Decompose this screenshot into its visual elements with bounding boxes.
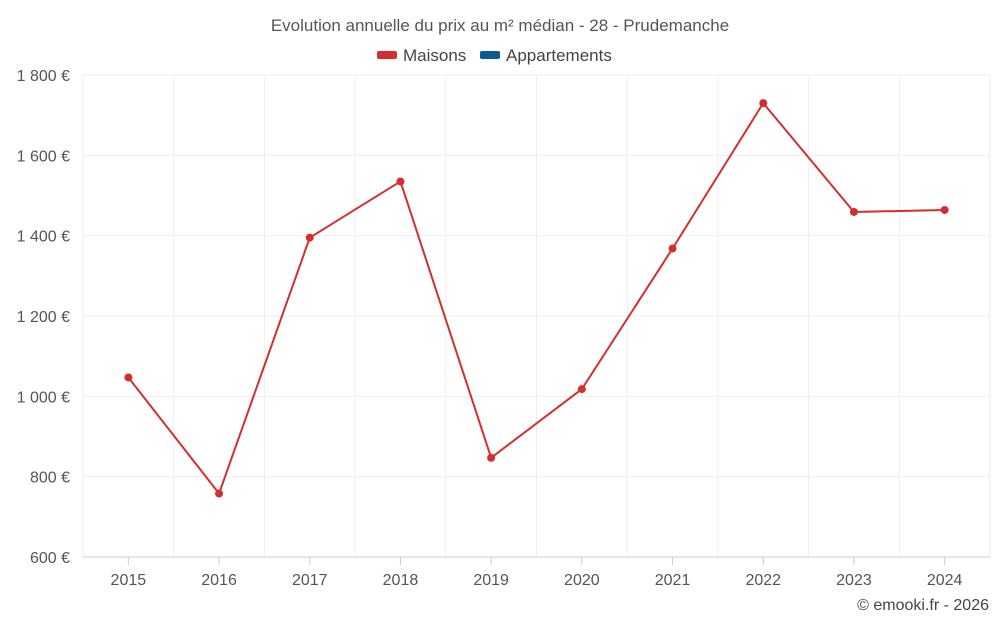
axes: 600 € 800 € 1 000 € 1 200 € 1 400 € 1 600 € 1 …	[17, 68, 990, 589]
series	[124, 99, 949, 498]
data-point-maisons[interactable]	[849, 207, 858, 216]
legend: Maisons Appartements	[377, 46, 612, 65]
data-point-maisons[interactable]	[215, 489, 224, 498]
series-line-maisons	[127, 102, 945, 495]
x-tick-label: 2021	[655, 572, 691, 589]
y-tick-label: 600 €	[30, 550, 70, 567]
legend-item-maisons[interactable]: Maisons	[377, 46, 466, 65]
x-tick-label: 2022	[745, 572, 781, 589]
chart-title: Evolution annuelle du prix au m² médian …	[271, 16, 729, 35]
y-tick-label: 1 200 €	[17, 309, 70, 326]
data-point-maisons[interactable]	[305, 233, 314, 242]
x-tick-label: 2019	[473, 572, 509, 589]
grid	[82, 74, 991, 557]
x-tick-label: 2018	[383, 572, 419, 589]
data-point-maisons[interactable]	[396, 177, 405, 186]
data-point-maisons[interactable]	[940, 205, 949, 214]
legend-item-appartements[interactable]: Appartements	[480, 46, 612, 65]
y-tick-label: 1 800 €	[17, 68, 70, 85]
x-tick-label: 2016	[201, 572, 237, 589]
data-point-maisons[interactable]	[759, 99, 768, 108]
x-tick-label: 2017	[292, 572, 328, 589]
data-point-maisons[interactable]	[124, 373, 133, 382]
y-tick-label: 800 €	[30, 470, 70, 487]
x-tick-label: 2024	[927, 572, 963, 589]
legend-swatch-appartements	[480, 51, 500, 59]
y-tick-label: 1 000 €	[17, 389, 70, 406]
x-tick-label: 2023	[836, 572, 872, 589]
y-tick-label: 1 600 €	[17, 148, 70, 165]
legend-label-maisons: Maisons	[403, 46, 466, 65]
data-point-maisons[interactable]	[487, 453, 496, 462]
legend-swatch-maisons	[377, 51, 397, 59]
legend-label-appartements: Appartements	[506, 46, 612, 65]
data-point-maisons[interactable]	[668, 244, 677, 253]
y-tick-label: 1 400 €	[17, 229, 70, 246]
data-point-maisons[interactable]	[577, 385, 586, 394]
x-tick-label: 2020	[564, 572, 600, 589]
credit-text: © emooki.fr - 2026	[857, 597, 989, 614]
x-tick-label: 2015	[111, 572, 147, 589]
